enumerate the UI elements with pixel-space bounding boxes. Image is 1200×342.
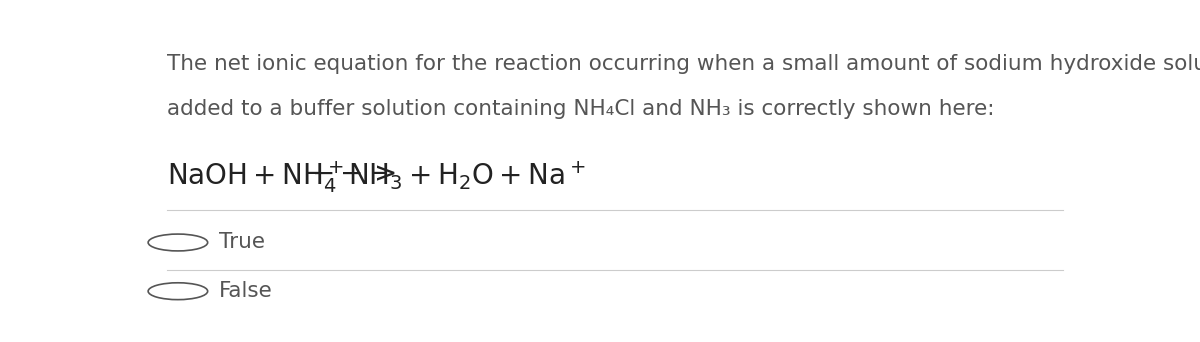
Text: True: True xyxy=(218,233,265,252)
Text: $\mathsf{-->}$: $\mathsf{-->}$ xyxy=(311,159,396,187)
Text: The net ionic equation for the reaction occurring when a small amount of sodium : The net ionic equation for the reaction … xyxy=(167,54,1200,74)
Text: added to a buffer solution containing NH₄Cl and NH₃ is correctly shown here:: added to a buffer solution containing NH… xyxy=(167,99,995,119)
Text: $\mathsf{NH_3 + H_2O + Na^+}$: $\mathsf{NH_3 + H_2O + Na^+}$ xyxy=(348,159,586,192)
Text: $\mathsf{NaOH + NH_4^+}$: $\mathsf{NaOH + NH_4^+}$ xyxy=(167,159,343,195)
Text: False: False xyxy=(218,281,272,301)
